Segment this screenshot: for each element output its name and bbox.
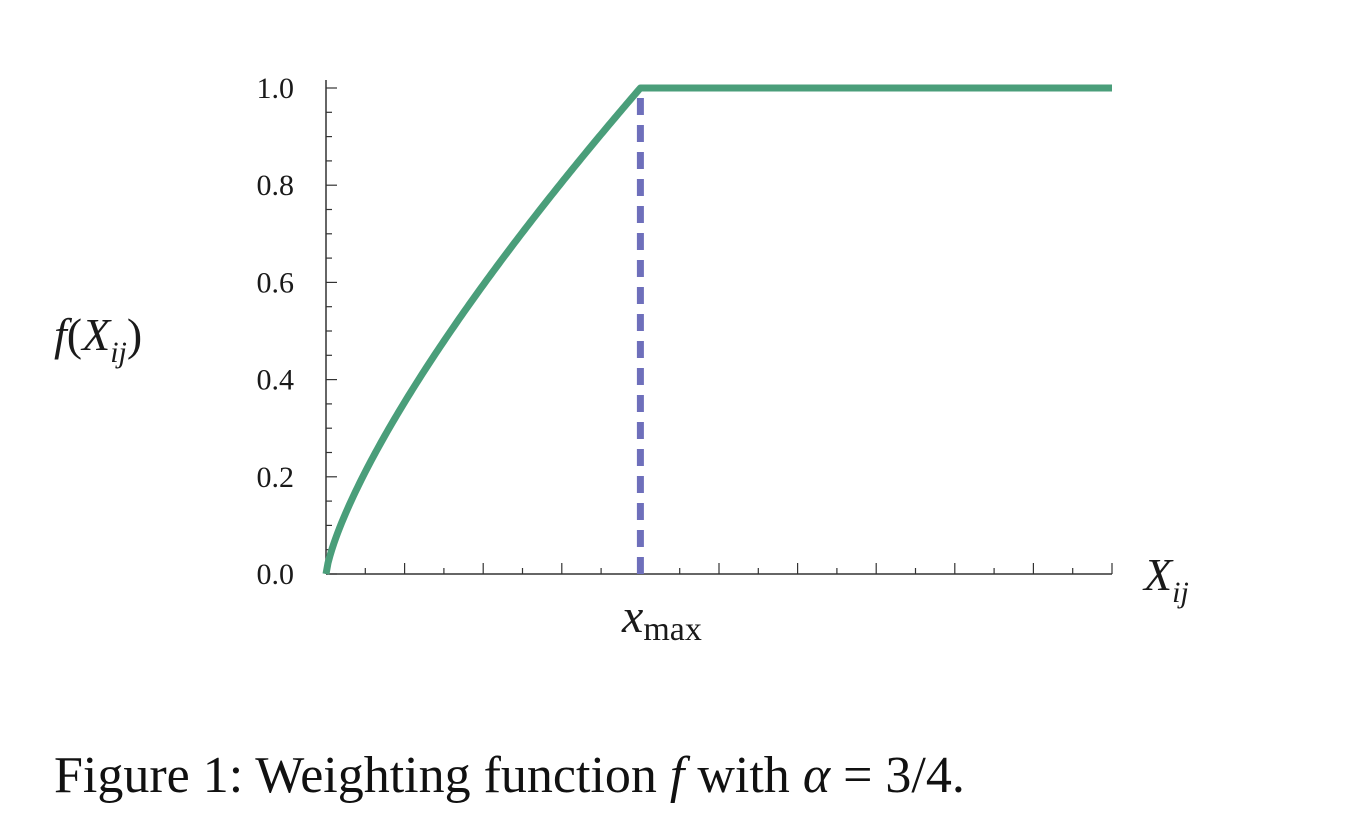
- x-label-sub: ij: [1172, 576, 1189, 609]
- y-tick-labels: 0.0 0.2 0.4 0.6 0.8 1.0: [257, 72, 295, 591]
- y-tick-label: 0.4: [257, 364, 295, 397]
- x-tick-label-xmax: xmax: [621, 590, 702, 648]
- xmax-sub: max: [643, 611, 702, 648]
- x-axis-label: Xij: [1142, 549, 1189, 609]
- caption-middle: with: [684, 747, 802, 804]
- figure-caption: Figure 1: Weighting function f with α = …: [54, 747, 965, 804]
- y-label-base: X: [80, 309, 112, 360]
- plot-area: 0.0 0.2 0.4 0.6 0.8 1.0: [257, 72, 1113, 591]
- y-label-sub: ij: [110, 336, 127, 369]
- y-label-close: ): [127, 309, 142, 360]
- weighting-function-curve: [322, 84, 1112, 575]
- caption-symbol-alpha: α: [803, 747, 832, 804]
- y-tick-label: 0.8: [257, 169, 295, 202]
- y-tick-label: 0.6: [257, 266, 295, 299]
- xmax-base: x: [621, 590, 643, 643]
- y-tick-label: 0.0: [257, 558, 295, 591]
- y-axis-label: f(Xij): [54, 309, 142, 369]
- y-tick-label: 0.2: [257, 461, 295, 494]
- caption-suffix: = 3/4.: [830, 747, 965, 804]
- x-label-base: X: [1142, 549, 1174, 600]
- minor-ticks: [326, 87, 1113, 575]
- y-label-open: (: [67, 309, 82, 360]
- y-tick-label: 1.0: [257, 72, 295, 105]
- caption-prefix: Figure 1: Weighting function: [54, 747, 670, 804]
